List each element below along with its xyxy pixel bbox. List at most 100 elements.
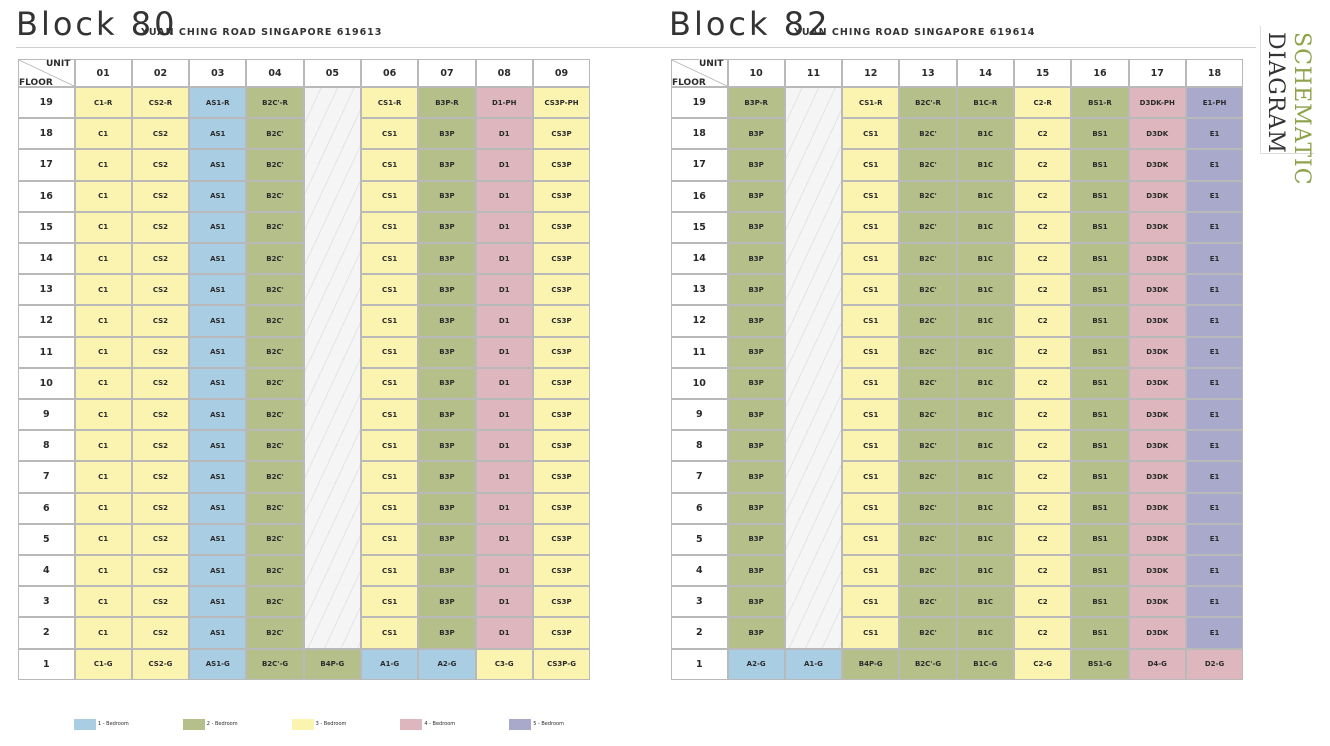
unit-cell: B2C' <box>246 211 304 243</box>
unit-cell: B2C' <box>246 617 304 649</box>
floor-number: 10 <box>18 367 75 399</box>
unit-cell: C1 <box>74 430 132 462</box>
floor-number: 16 <box>671 180 728 212</box>
floor-number: 17 <box>18 149 75 181</box>
unit-cell: B2C' <box>246 555 304 587</box>
unit-cell: CS1 <box>842 461 900 493</box>
unit-cell: B1C <box>956 274 1014 306</box>
unit-cell: B2C' <box>899 617 957 649</box>
unit-cell: AS1 <box>189 149 247 181</box>
unit-number: 06 <box>361 59 419 87</box>
floor-number: 2 <box>671 617 728 649</box>
unit-cell: B3P <box>727 118 785 150</box>
unit-cell: C2 <box>1014 274 1072 306</box>
unit-cell: CS3P-PH <box>532 87 591 119</box>
unit-cell: B4P-G <box>842 648 900 680</box>
floor-number: 1 <box>18 648 75 680</box>
unit-cell: CS2 <box>131 430 190 462</box>
unit-cell: C2 <box>1014 492 1072 524</box>
floor-number: 6 <box>671 492 728 524</box>
unit-cell: E1 <box>1185 617 1244 649</box>
unit-cell: BS1 <box>1071 243 1129 275</box>
unit-number: 02 <box>131 59 190 87</box>
unit-cell: CS1 <box>361 430 419 462</box>
legend-swatch <box>291 719 314 730</box>
unit-cell: B2C' <box>899 336 957 368</box>
unit-cell: B3P <box>727 617 785 649</box>
unit-cell: D1 <box>475 399 533 431</box>
unit-cell: A2-G <box>727 648 785 680</box>
unit-cell: CS3P <box>532 118 591 150</box>
unit-cell: CS2-G <box>131 648 190 680</box>
unit-cell: B2C'-G <box>246 648 304 680</box>
unit-cell: BS1-R <box>1071 87 1129 119</box>
unit-cell: B3P <box>727 243 785 275</box>
unit-cell: D3DK <box>1128 555 1186 587</box>
unit-cell: B1C <box>956 399 1014 431</box>
unit-cell: B1C <box>956 492 1014 524</box>
unit-cell: B3P <box>418 180 476 212</box>
unit-cell: D3DK <box>1128 492 1186 524</box>
floor-number: 3 <box>671 586 728 618</box>
unit-cell: C2 <box>1014 149 1072 181</box>
unit-cell: B2C' <box>899 461 957 493</box>
unit-cell: BS1 <box>1071 367 1129 399</box>
unit-cell: B3P <box>727 523 785 555</box>
unit-cell: CS2 <box>131 555 190 587</box>
unit-number: 08 <box>475 59 533 87</box>
floor-number: 12 <box>18 305 75 337</box>
unit-cell: B2C' <box>246 305 304 337</box>
unit-cell: CS1 <box>842 555 900 587</box>
unit-cell: CS1 <box>842 430 900 462</box>
unit-cell: CS3P-G <box>532 648 591 680</box>
unit-cell: B3P <box>727 149 785 181</box>
unit-cell: C2 <box>1014 461 1072 493</box>
unit-cell: D3DK <box>1128 274 1186 306</box>
unit-number: 07 <box>418 59 476 87</box>
unit-cell: C2 <box>1014 555 1072 587</box>
unit-cell: CS1 <box>361 492 419 524</box>
unit-cell: C1 <box>74 617 132 649</box>
unit-cell: C2 <box>1014 430 1072 462</box>
rule <box>16 47 1256 48</box>
unit-cell: B1C-G <box>956 648 1014 680</box>
unit-cell: C1 <box>74 274 132 306</box>
unit-cell: C1 <box>74 118 132 150</box>
unit-cell: C2 <box>1014 118 1072 150</box>
block-address: YUAN CHING ROAD SINGAPORE 619614 <box>794 27 1036 38</box>
unit-cell: D3DK <box>1128 149 1186 181</box>
unit-cell: C2-G <box>1014 648 1072 680</box>
unit-cell: BS1 <box>1071 180 1129 212</box>
unit-cell: BS1 <box>1071 523 1129 555</box>
unit-cell: CS1 <box>842 617 900 649</box>
unit-cell: CS1 <box>842 274 900 306</box>
unit-cell: B3P <box>727 586 785 618</box>
unit-cell: B2C' <box>246 367 304 399</box>
unit-cell: B2C' <box>246 149 304 181</box>
unit-cell: B2C' <box>246 492 304 524</box>
unit-cell: D3DK <box>1128 399 1186 431</box>
unit-cell: CS1 <box>361 617 419 649</box>
unit-cell: CS2 <box>131 586 190 618</box>
unit-cell: CS3P <box>532 617 591 649</box>
unit-cell: C1 <box>74 523 132 555</box>
unit-cell: B2C' <box>899 243 957 275</box>
unit-cell: B3P <box>727 305 785 337</box>
unit-cell: B2C' <box>899 149 957 181</box>
unit-cell: E1 <box>1185 367 1244 399</box>
unit-cell: B1C <box>956 586 1014 618</box>
unit-cell: D1 <box>475 149 533 181</box>
unit-cell: B3P <box>727 430 785 462</box>
floor-number: 17 <box>671 149 728 181</box>
unit-cell: B2C' <box>899 180 957 212</box>
unit-cell: BS1 <box>1071 492 1129 524</box>
unit-cell: C1 <box>74 492 132 524</box>
unit-cell: BS1-G <box>1071 648 1129 680</box>
unit-cell: B3P <box>418 461 476 493</box>
side-frame <box>1260 26 1314 154</box>
unit-number: 11 <box>784 59 843 87</box>
unit-cell: B3P <box>418 336 476 368</box>
legend-swatch <box>74 719 96 730</box>
unit-cell: AS1 <box>189 430 247 462</box>
unit-cell: B2C'-R <box>899 87 957 119</box>
